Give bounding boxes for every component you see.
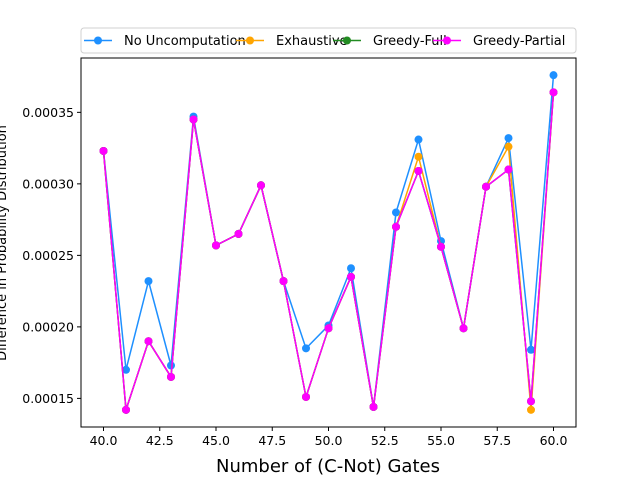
data-point xyxy=(302,344,310,353)
data-point xyxy=(549,71,558,80)
legend-marker xyxy=(443,36,451,45)
axes: 40.0 42.5 45.0 47.5 50.0 52.5 55.0 57.5 60.0 0.00… xyxy=(22,57,577,448)
data-point xyxy=(459,324,468,333)
legend-label: Exhaustive xyxy=(276,34,348,49)
data-point xyxy=(504,165,513,174)
data-point xyxy=(527,397,535,406)
x-axis-label: Number of (C-Not) Gates xyxy=(216,456,440,477)
data-point xyxy=(189,115,198,124)
data-point xyxy=(504,142,513,151)
data-point xyxy=(347,272,355,281)
plot-background xyxy=(81,58,576,427)
data-point xyxy=(167,372,175,381)
x-tick-label: 55.0 xyxy=(427,433,455,448)
legend-marker xyxy=(246,36,254,45)
x-tick-label: 42.5 xyxy=(146,433,174,448)
data-point xyxy=(437,242,445,251)
data-point xyxy=(144,337,153,346)
legend-label: No Uncomputation xyxy=(124,34,246,49)
data-point xyxy=(414,166,423,175)
y-tick-label: 0.00020 xyxy=(22,319,74,334)
data-point xyxy=(122,405,130,414)
y-axis-label: Difference in Probability Distribution xyxy=(0,125,10,361)
y-tick-label: 0.00025 xyxy=(22,248,74,263)
data-point xyxy=(504,134,513,143)
legend-entry: Greedy-Full xyxy=(333,34,447,49)
data-point xyxy=(369,402,378,411)
legend-marker xyxy=(94,36,102,45)
data-point xyxy=(324,324,333,333)
x-tick-label: 47.5 xyxy=(258,433,286,448)
legend: No Uncomputation Exhaustive Greedy-Full Gre… xyxy=(80,27,577,54)
y-tick-label: 0.00015 xyxy=(22,391,74,406)
data-point xyxy=(527,345,535,354)
legend-entry: Exhaustive xyxy=(236,34,348,49)
data-point xyxy=(414,135,423,144)
data-point xyxy=(527,405,535,414)
y-tick-label: 0.00035 xyxy=(22,105,74,120)
legend-entry: No Uncomputation xyxy=(84,34,246,49)
x-tick-label: 45.0 xyxy=(202,433,230,448)
legend-marker xyxy=(343,36,351,45)
data-point xyxy=(234,229,243,238)
data-point xyxy=(347,264,355,273)
x-tick-label: 50.0 xyxy=(315,433,343,448)
data-point xyxy=(144,277,153,286)
legend-entry: Greedy-Partial xyxy=(433,34,565,49)
x-tick-label: 57.5 xyxy=(483,433,511,448)
legend-label: Greedy-Full xyxy=(373,34,447,49)
data-point xyxy=(167,361,175,370)
data-point xyxy=(212,241,220,250)
legend-label: Greedy-Partial xyxy=(473,34,565,49)
data-point xyxy=(549,88,558,97)
data-point xyxy=(99,146,108,155)
data-point xyxy=(257,181,265,190)
series-3 xyxy=(99,88,558,414)
data-point xyxy=(279,277,288,286)
data-point xyxy=(392,208,400,217)
plot-area xyxy=(81,58,576,427)
data-point xyxy=(392,222,400,231)
x-tick-label: 40.0 xyxy=(90,433,118,448)
x-tick-label: 60.0 xyxy=(540,433,568,448)
y-tick-label: 0.00030 xyxy=(22,176,74,191)
data-point xyxy=(122,365,130,374)
data-point xyxy=(482,182,490,191)
legend-box xyxy=(80,27,577,54)
x-tick-label: 52.5 xyxy=(371,433,399,448)
data-point xyxy=(414,152,423,161)
series-group xyxy=(99,71,558,414)
data-point xyxy=(302,392,310,401)
